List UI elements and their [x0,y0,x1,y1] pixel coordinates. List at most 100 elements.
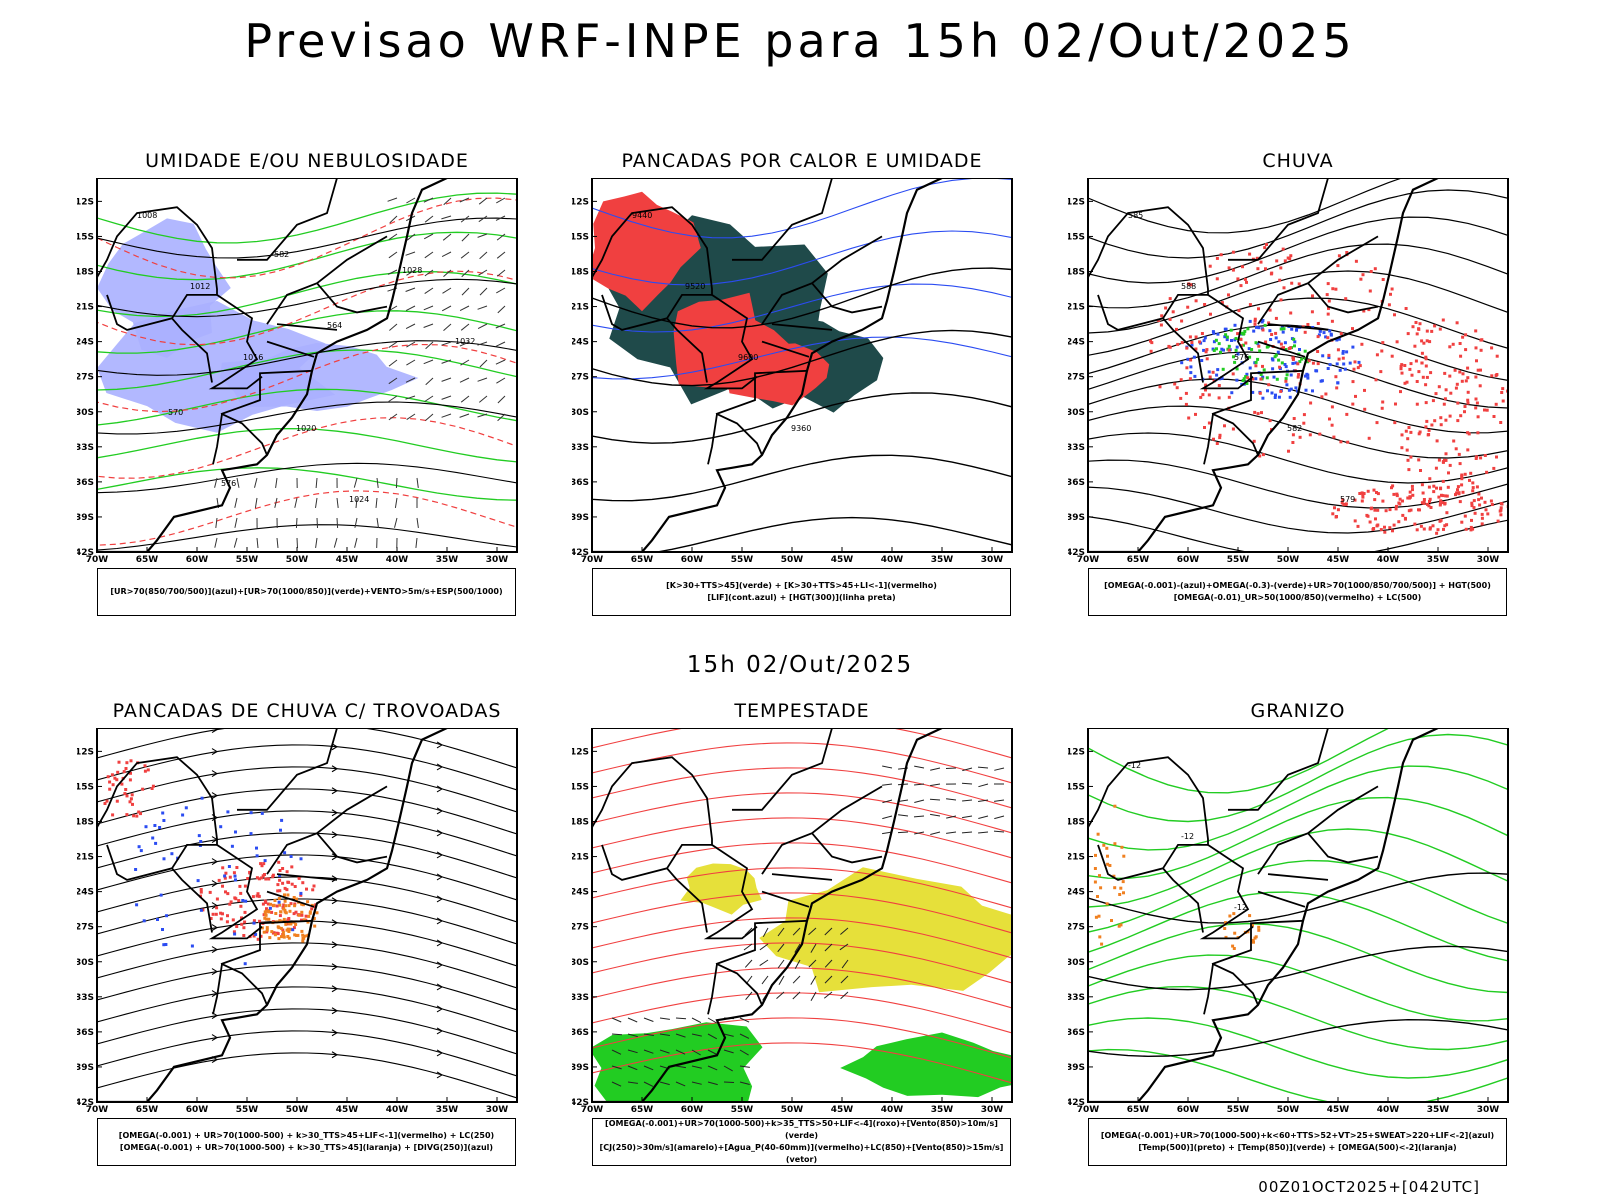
contour-label: 1008 [137,211,157,220]
streamline [592,967,1012,1009]
precip-dot [1205,348,1209,352]
wind-vector [425,413,434,421]
precip-dot [266,902,270,906]
precip-dot [230,844,234,848]
precip-dot [1420,501,1424,505]
precip-dot [1342,502,1346,506]
precip-dot [235,925,239,928]
wind-vector [777,943,785,953]
streamline-arrow [436,763,444,771]
precip-dot [1317,333,1321,337]
precip-dot [1490,346,1494,350]
wind-vector [627,1081,638,1084]
lat-label: 33S [572,443,589,453]
lon-label: 70W [1077,555,1100,565]
precip-dot [1366,514,1370,518]
country-border [1228,178,1329,261]
precip-dot [1334,375,1338,379]
country-border [715,919,808,965]
streamline [592,892,1012,934]
precip-dot [1113,842,1117,846]
country-border [1211,919,1304,965]
wind-vector [930,783,941,787]
precip-dot [260,876,264,880]
streamline-arrow [436,785,444,793]
precip-dot [1432,490,1436,494]
precip-dot [1424,357,1428,361]
precip-dot [1298,348,1301,351]
precip-dot [262,930,266,934]
precip-dot [1108,864,1112,867]
precip-dot [1324,335,1328,339]
map-panel: PANCADAS DE CHUVA C/ TROVOADAS 12S 15S 18S 2… [77,700,537,1170]
precip-dot [1220,301,1224,305]
precip-dot [1241,265,1244,269]
precip-dot [1227,293,1230,297]
precip-dot [1236,277,1240,281]
precip-dot [1418,508,1421,512]
precip-dot [1476,368,1480,372]
precip-dot [1479,338,1483,342]
country-border [1228,728,1329,811]
wind-vector [479,251,488,260]
precip-dot [1437,385,1441,389]
wind-vector [794,943,801,953]
precip-dot [1243,329,1247,333]
wind-vector [405,395,416,400]
panel-legend: [K>30+TTS>45](verde) + [K>30+TTS>45+LI<-… [592,568,1011,616]
precip-dot [1232,355,1235,359]
precip-dot [139,812,142,816]
streamline-arrow [211,728,219,734]
streamline-arrow [211,792,219,800]
shaded-area [592,191,701,312]
precip-dot [1375,421,1379,425]
country-border [666,867,708,933]
precip-dot [1408,367,1412,371]
precip-dot [1428,340,1432,344]
precip-dot [1417,370,1421,374]
precip-dot [1275,259,1279,263]
map-area: 944095209600936012S15S18S21S24S27S30S33S… [572,178,1013,565]
precip-dot [1281,247,1285,251]
precip-dot [234,878,237,882]
precip-dot [1227,266,1231,270]
precip-dot [313,905,317,909]
country-border [97,206,263,390]
wind-vector [406,359,416,366]
wind-vector [913,815,925,818]
precip-dot [1228,914,1232,918]
precip-dot [1467,432,1471,436]
precip-dot [1217,396,1221,400]
precip-dot [1192,355,1196,359]
precip-dot [137,845,141,849]
precip-dot [1414,359,1418,363]
precip-dot [1234,337,1238,340]
precip-dot [1185,346,1189,350]
precip-dot [1105,846,1109,850]
precip-dot [1470,518,1473,522]
precip-dot [1194,412,1197,416]
precip-dot [1157,318,1161,322]
precip-dot [268,936,272,940]
precip-dot [1225,338,1229,342]
contour-line [97,270,517,318]
precip-dot [1478,384,1482,388]
contour-line [97,231,517,281]
precip-dot [111,783,115,787]
precip-dot [1093,867,1097,870]
country-border [1211,369,1304,415]
precip-dot [1282,346,1285,350]
streamline-arrow [331,941,339,949]
wind-vector [424,251,434,259]
precip-dot [1233,323,1237,327]
precip-dot [1489,499,1493,503]
precip-dot [235,866,239,869]
precip-dot [1185,366,1189,370]
precip-dot [1443,458,1446,462]
precip-dot [283,893,286,897]
precip-dot [1279,266,1283,270]
precip-dot [1303,349,1307,353]
precip-dot [1290,281,1294,285]
precip-dot [1444,388,1448,392]
precip-dot [1252,940,1255,944]
